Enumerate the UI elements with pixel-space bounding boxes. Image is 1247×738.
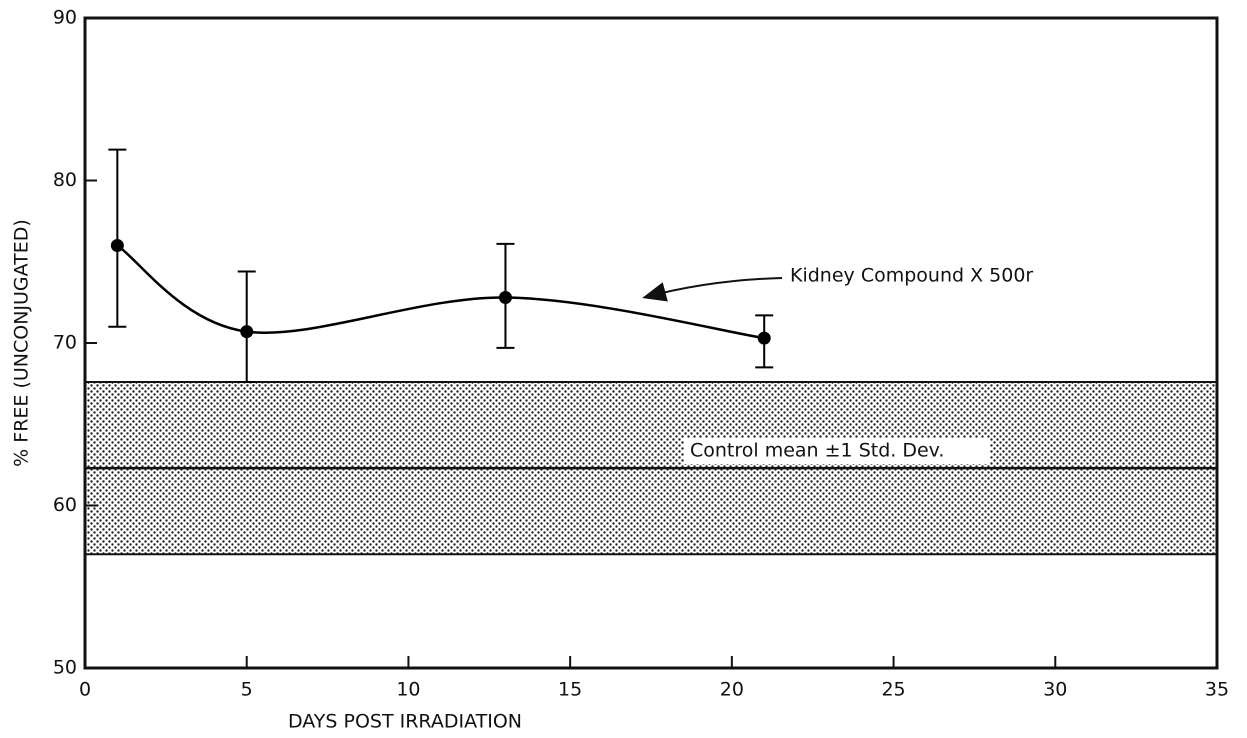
y-tick-label: 50 [53, 657, 77, 679]
control-label: Control mean ±1 Std. Dev. [690, 440, 944, 462]
x-tick-label: 0 [79, 679, 91, 701]
point [110, 239, 124, 252]
y-tick-label: 70 [53, 332, 77, 354]
series-label: Kidney Compound X 500r [790, 265, 1033, 287]
x-tick-label: 15 [558, 679, 582, 701]
plot-frame [83, 16, 1219, 670]
x-tick-label: 5 [241, 679, 253, 701]
control-label-bg [684, 438, 990, 464]
point [757, 331, 771, 345]
y-tick-label: 90 [53, 7, 77, 29]
line [116, 244, 765, 340]
x-axis-label: DAYS POST IRRADIATION [288, 711, 522, 733]
point [498, 291, 512, 304]
label-arrow [642, 277, 783, 302]
y-axis-label: % FREE (UNCONJUGATED) [11, 219, 33, 467]
x-tick-label: 20 [720, 679, 744, 701]
x-tick-label: 30 [1043, 679, 1067, 701]
y-tick-label: 80 [53, 169, 77, 191]
x-tick-label: 35 [1205, 679, 1229, 701]
y-tick-label: 60 [53, 494, 77, 516]
error-bar [108, 148, 127, 328]
point [240, 325, 254, 339]
x-tick-label: 25 [881, 679, 905, 701]
x-tick-label: 10 [396, 679, 420, 701]
